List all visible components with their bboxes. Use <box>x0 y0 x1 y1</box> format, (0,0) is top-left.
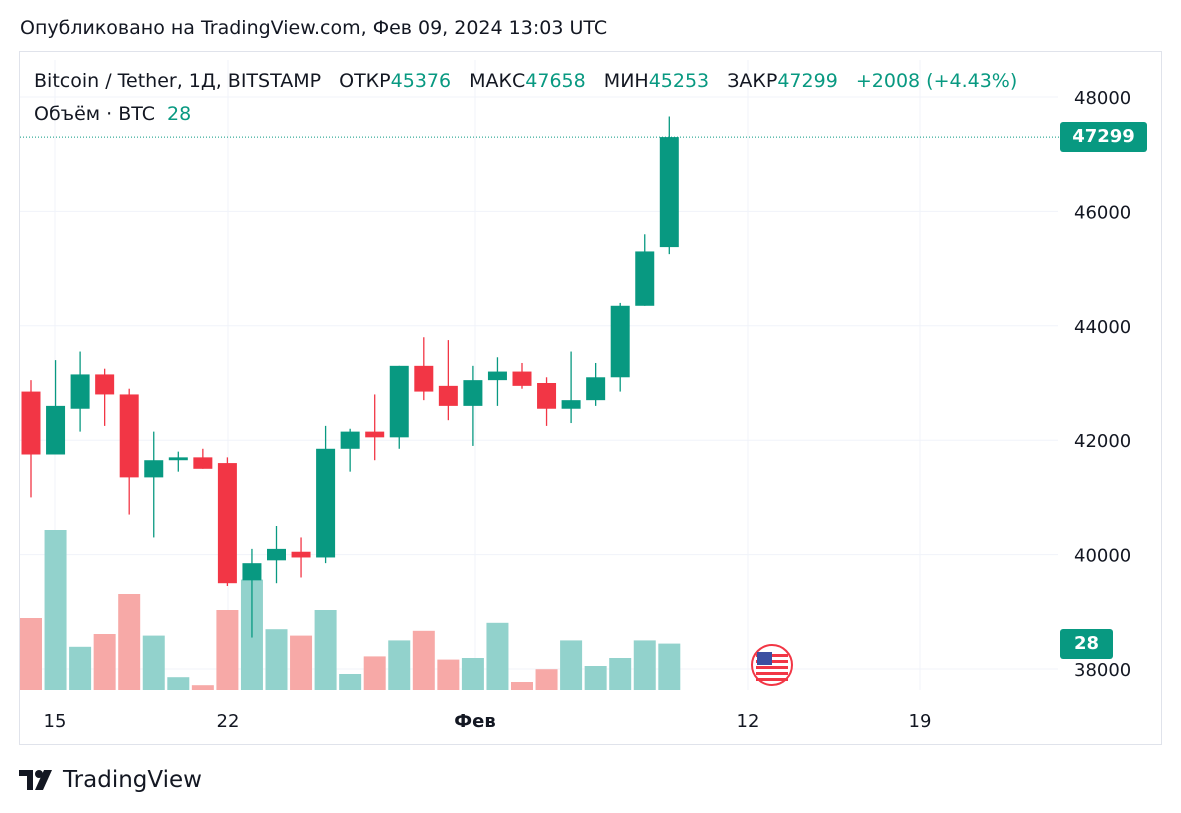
close-label: ЗАКР <box>727 70 778 92</box>
us-flag-event-icon <box>751 644 793 686</box>
candle-body <box>610 305 630 378</box>
volume-value: 28 <box>167 103 192 125</box>
time-tick-label: 22 <box>217 711 240 732</box>
candle-body <box>70 374 90 409</box>
low-label: МИН <box>603 70 649 92</box>
volume-bar <box>20 618 42 690</box>
grid <box>20 60 1060 690</box>
volume-bar <box>167 677 190 690</box>
volume-bar <box>191 685 214 690</box>
volume-bar <box>216 610 239 690</box>
volume-bar <box>560 640 583 690</box>
ohlc-legend: Bitcoin / Tether, 1Д, BITSTAMP ОТКР45376… <box>34 70 1017 92</box>
candle-body <box>267 548 286 561</box>
volume-label[interactable]: Объём · BTC <box>34 103 156 125</box>
candle-body <box>46 405 66 455</box>
candle-body <box>316 448 336 558</box>
volume-bar <box>339 674 362 690</box>
candle-body <box>635 251 655 306</box>
open-value: 45376 <box>390 70 452 92</box>
time-axis: 15 22 Фев 12 19 <box>44 711 932 732</box>
candle-body <box>365 431 385 438</box>
volume-bar <box>118 594 141 690</box>
time-tick-label: Фев <box>454 711 495 732</box>
change-value: +2008 (+4.43%) <box>855 70 1018 92</box>
volume-bar <box>633 640 656 690</box>
volume-legend: Объём · BTC 28 <box>34 103 191 125</box>
volume-bar <box>363 656 386 690</box>
price-axis: 48000 46000 44000 42000 40000 38000 <box>1074 88 1131 681</box>
candle-body <box>438 385 458 406</box>
volume-bar <box>609 658 632 690</box>
price-tick-label: 48000 <box>1074 88 1131 109</box>
symbol-label[interactable]: Bitcoin / Tether, 1Д, BITSTAMP <box>34 70 322 92</box>
tradingview-logo[interactable]: TradingView <box>19 764 202 796</box>
volume-bar <box>658 643 681 690</box>
volume-bar <box>412 630 435 690</box>
high-label: МАКС <box>469 70 526 92</box>
last-price-tag: 47299 <box>1060 122 1147 152</box>
candle-body <box>512 371 532 386</box>
candle-body <box>414 365 434 392</box>
candle-body <box>21 391 41 455</box>
time-tick-label: 12 <box>737 711 760 732</box>
flag-canton <box>757 652 772 665</box>
price-tick-label: 44000 <box>1074 317 1131 338</box>
published-caption: Опубликовано на TradingView.com, Фев 09,… <box>20 17 608 39</box>
candle-body <box>561 400 581 409</box>
time-tick-label: 19 <box>909 711 932 732</box>
price-tick-label: 42000 <box>1074 431 1131 452</box>
open-label: ОТКР <box>339 70 391 92</box>
candle-body <box>340 431 360 449</box>
candle-body <box>389 365 409 438</box>
volume-bar <box>142 635 165 690</box>
volume-bar <box>437 659 460 690</box>
candle-body <box>586 377 606 401</box>
candle-body <box>119 394 139 478</box>
candle-body <box>217 463 237 584</box>
candles <box>21 116 679 638</box>
flag-stripe <box>756 678 788 681</box>
volume-bar <box>265 629 288 690</box>
flag-stripe <box>756 672 788 675</box>
volume-bar <box>511 682 533 690</box>
volume-bar <box>93 634 116 690</box>
close-value: 47299 <box>777 70 838 92</box>
flag-stripe <box>756 666 788 669</box>
candle-body <box>95 374 115 395</box>
price-tick-label: 40000 <box>1074 546 1131 567</box>
low-value: 45253 <box>648 70 710 92</box>
volume-bar <box>461 658 484 690</box>
volume-tag: 28 <box>1060 629 1113 659</box>
candle-body <box>168 457 188 461</box>
volume-bar <box>388 640 411 690</box>
volume-bar <box>290 635 313 690</box>
volume-bar <box>314 610 337 690</box>
volume-bar <box>69 646 92 690</box>
volume-bars <box>20 530 681 690</box>
candle-body <box>291 551 311 558</box>
brand-name: TradingView <box>63 767 202 793</box>
candle-body <box>242 563 262 581</box>
price-tick-label: 38000 <box>1074 660 1131 681</box>
volume-bar <box>535 669 558 690</box>
candle-body <box>659 137 679 248</box>
volume-bar <box>584 666 607 690</box>
tradingview-logo-icon <box>19 770 52 790</box>
candle-body <box>537 383 557 409</box>
time-tick-label: 15 <box>44 711 67 732</box>
volume-bar <box>44 530 67 690</box>
candle-body <box>487 371 507 381</box>
volume-bar <box>486 622 509 690</box>
candle-body <box>144 460 164 478</box>
candle-body <box>193 457 213 469</box>
price-tick-label: 46000 <box>1074 202 1131 223</box>
candle-body <box>463 380 483 406</box>
high-value: 47658 <box>525 70 586 92</box>
